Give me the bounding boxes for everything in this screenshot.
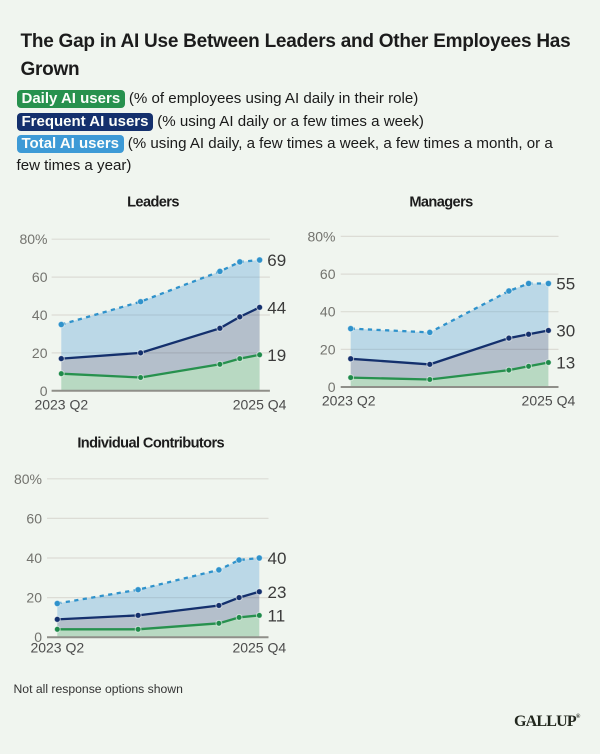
svg-text:2023 Q2: 2023 Q2 [322,392,376,408]
svg-text:80%: 80% [14,471,42,487]
svg-text:40: 40 [320,304,336,320]
svg-text:0: 0 [328,379,336,395]
svg-text:40: 40 [32,307,48,323]
svg-text:44: 44 [267,299,286,318]
svg-text:55: 55 [556,275,575,294]
svg-text:2025 Q4: 2025 Q4 [232,639,286,655]
svg-text:40: 40 [26,550,42,566]
svg-text:80%: 80% [307,228,335,244]
svg-text:40: 40 [268,549,287,568]
svg-text:2025 Q4: 2025 Q4 [522,392,576,408]
svg-text:30: 30 [556,322,575,341]
svg-text:Managers: Managers [409,195,473,211]
svg-text:80%: 80% [19,231,47,247]
svg-text:20: 20 [320,341,336,357]
svg-text:60: 60 [320,266,336,282]
svg-text:69: 69 [267,251,286,270]
svg-text:20: 20 [32,345,48,361]
svg-text:Individual Contributors: Individual Contributors [77,436,224,452]
svg-text:23: 23 [268,583,287,602]
svg-text:0: 0 [34,629,42,645]
svg-text:19: 19 [267,346,286,365]
svg-text:13: 13 [556,354,575,373]
svg-text:11: 11 [268,607,286,626]
svg-text:0: 0 [40,383,48,399]
svg-text:2025 Q4: 2025 Q4 [233,396,287,412]
svg-text:60: 60 [32,269,48,285]
svg-text:60: 60 [26,510,42,526]
svg-text:2023 Q2: 2023 Q2 [34,396,88,412]
svg-text:20: 20 [26,590,42,606]
svg-text:Leaders: Leaders [127,195,179,211]
svg-text:2023 Q2: 2023 Q2 [30,639,84,655]
